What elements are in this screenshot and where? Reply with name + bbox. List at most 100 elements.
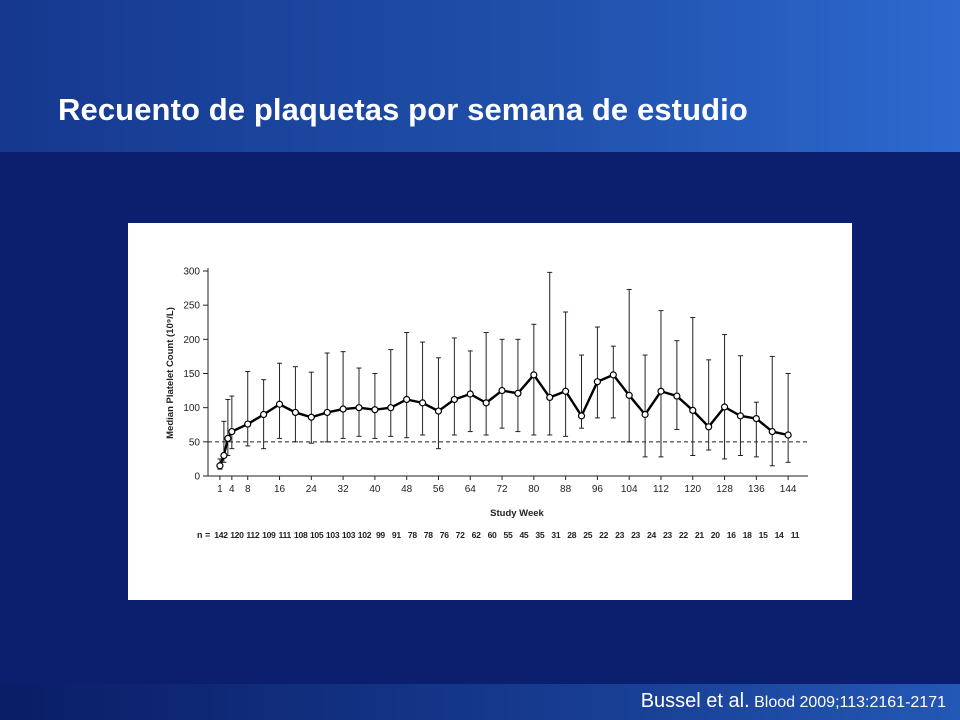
n-count: 102 bbox=[358, 530, 372, 540]
data-point bbox=[593, 378, 602, 386]
data-point bbox=[609, 371, 617, 379]
data-point bbox=[482, 399, 490, 407]
footer-band bbox=[0, 684, 960, 720]
platelet-chart: Median Platelet Count (10⁹/L) Study Week… bbox=[165, 267, 808, 540]
x-tick-label: 8 bbox=[245, 484, 251, 495]
data-point bbox=[216, 462, 224, 470]
x-tick-label: 144 bbox=[780, 484, 797, 495]
data-point bbox=[577, 412, 586, 420]
data-point bbox=[752, 415, 760, 423]
data-point bbox=[387, 404, 395, 412]
n-count: 35 bbox=[535, 530, 544, 540]
data-point bbox=[768, 427, 776, 436]
n-count: 103 bbox=[342, 530, 356, 540]
n-count: 20 bbox=[711, 530, 720, 540]
x-axis-label: Study Week bbox=[490, 508, 544, 519]
x-tick-label: 112 bbox=[653, 484, 669, 495]
y-tick-label: 0 bbox=[194, 472, 200, 483]
chart-panel: Median Platelet Count (10⁹/L) Study Week… bbox=[128, 223, 852, 600]
n-count: 72 bbox=[456, 530, 465, 540]
data-point bbox=[371, 406, 379, 414]
citation-journal: Blood 2009;113:2161-2171 bbox=[749, 694, 946, 711]
data-point bbox=[291, 408, 300, 417]
data-point bbox=[355, 404, 363, 412]
x-tick-label: 16 bbox=[274, 484, 286, 495]
n-count: 103 bbox=[326, 530, 340, 540]
n-count: 99 bbox=[376, 530, 385, 540]
n-count: 112 bbox=[246, 530, 259, 540]
x-tick-label: 1 bbox=[217, 484, 223, 495]
n-count: 14 bbox=[775, 530, 784, 540]
data-point bbox=[466, 390, 474, 398]
data-point bbox=[260, 410, 268, 419]
x-tick-label: 96 bbox=[592, 484, 604, 495]
data-point bbox=[689, 406, 697, 414]
y-tick-label: 200 bbox=[183, 335, 200, 346]
data-point bbox=[784, 431, 792, 439]
y-tick-label: 300 bbox=[183, 267, 200, 278]
n-count: 45 bbox=[519, 530, 528, 540]
n-count: 31 bbox=[551, 530, 560, 540]
data-point bbox=[720, 403, 729, 411]
n-count: 22 bbox=[599, 530, 608, 540]
n-row-prefix: n = bbox=[197, 530, 210, 540]
n-count: 78 bbox=[408, 530, 417, 540]
y-tick-label: 250 bbox=[183, 301, 200, 312]
citation: Bussel et al. Blood 2009;113:2161-2171 bbox=[641, 690, 946, 713]
n-count: 76 bbox=[440, 530, 449, 540]
x-tick-label: 4 bbox=[229, 484, 235, 495]
x-tick-label: 128 bbox=[716, 484, 733, 495]
data-point bbox=[323, 408, 331, 417]
n-count: 23 bbox=[631, 530, 640, 540]
n-count: 24 bbox=[647, 530, 656, 540]
n-count: 142 bbox=[214, 530, 228, 540]
data-point bbox=[673, 392, 681, 400]
n-count: 28 bbox=[567, 530, 576, 540]
n-count: 108 bbox=[294, 530, 308, 540]
n-count: 55 bbox=[504, 530, 513, 540]
n-count: 23 bbox=[663, 530, 672, 540]
data-point bbox=[339, 405, 347, 413]
n-count: 25 bbox=[583, 530, 592, 540]
n-count: 62 bbox=[472, 530, 481, 540]
y-tick-label: 100 bbox=[183, 403, 200, 414]
data-point bbox=[625, 391, 633, 399]
n-count: 18 bbox=[743, 530, 752, 540]
n-count: 105 bbox=[310, 530, 324, 540]
n-count: 91 bbox=[392, 530, 401, 540]
title-band: Recuento de plaquetas por semana de estu… bbox=[0, 0, 960, 152]
data-point bbox=[736, 412, 745, 420]
x-tick-label: 88 bbox=[560, 484, 572, 495]
y-axis-label: Median Platelet Count (10⁹/L) bbox=[165, 307, 176, 439]
slide-title: Recuento de plaquetas por semana de estu… bbox=[58, 92, 748, 127]
x-tick-label: 80 bbox=[528, 484, 540, 495]
n-count: 109 bbox=[262, 530, 276, 540]
n-count: 11 bbox=[791, 530, 800, 540]
data-point bbox=[530, 371, 538, 379]
x-tick-label: 120 bbox=[684, 484, 701, 495]
y-tick-label: 50 bbox=[189, 437, 201, 448]
data-point bbox=[275, 400, 284, 408]
n-count: 78 bbox=[424, 530, 433, 540]
x-tick-label: 32 bbox=[338, 484, 350, 495]
x-tick-label: 104 bbox=[621, 484, 638, 495]
data-point bbox=[450, 395, 458, 404]
citation-author: Bussel et al. bbox=[640, 690, 750, 712]
data-point bbox=[657, 387, 665, 395]
data-point bbox=[228, 427, 236, 436]
data-point bbox=[562, 387, 570, 395]
data-point bbox=[220, 451, 228, 460]
data-point bbox=[418, 399, 427, 407]
data-point bbox=[224, 434, 232, 443]
data-point bbox=[641, 410, 649, 419]
n-count: 111 bbox=[279, 530, 292, 540]
data-point bbox=[307, 413, 315, 421]
x-tick-label: 24 bbox=[306, 484, 318, 495]
y-tick-label: 150 bbox=[183, 369, 200, 380]
x-tick-label: 40 bbox=[369, 484, 381, 495]
data-point bbox=[244, 420, 252, 428]
data-point bbox=[498, 386, 506, 395]
n-count: 120 bbox=[230, 530, 244, 540]
data-point bbox=[546, 393, 554, 402]
